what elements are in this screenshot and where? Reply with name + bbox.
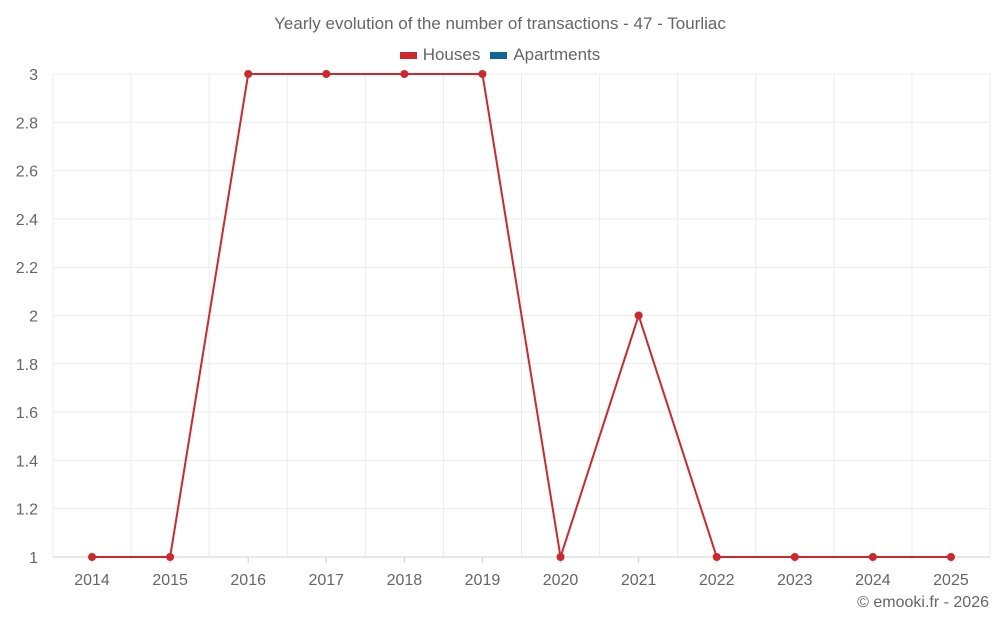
data-point — [478, 70, 487, 78]
data-point — [868, 553, 877, 561]
legend-item-houses[interactable]: Houses — [399, 45, 481, 65]
y-tick-label: 1.6 — [16, 405, 38, 422]
y-tick-label: 2.2 — [16, 260, 38, 277]
data-point — [712, 553, 721, 561]
series-line-houses — [92, 73, 951, 558]
y-tick-label: 1.8 — [16, 357, 38, 374]
x-tick-label: 2024 — [855, 572, 891, 589]
credit-text: © emooki.fr - 2026 — [857, 594, 989, 611]
y-tick-label: 2.6 — [16, 164, 38, 181]
legend-label-apartments: Apartments — [513, 45, 601, 64]
data-point — [946, 553, 955, 561]
y-tick-label: 3 — [29, 67, 38, 84]
series-layer — [88, 70, 955, 561]
x-tick-label: 2016 — [230, 572, 266, 589]
chart-title: Yearly evolution of the number of transa… — [274, 14, 726, 33]
data-point — [400, 70, 409, 78]
legend-swatch-houses — [399, 51, 417, 59]
data-point — [166, 553, 175, 561]
x-tick-label: 2025 — [933, 572, 969, 589]
x-tick-label: 2018 — [387, 572, 423, 589]
data-point — [88, 553, 97, 561]
x-axis: 2014 2015 2016 2017 2018 2019 2020 2021 2022 2023… — [53, 556, 990, 589]
legend-item-apartments[interactable]: Apartments — [490, 45, 600, 65]
chart-legend: Houses Apartments — [0, 45, 1000, 65]
y-tick-label: 2.8 — [16, 115, 38, 132]
y-tick-label: 2 — [29, 309, 38, 326]
y-tick-label: 1.2 — [16, 502, 38, 519]
y-tick-label: 1.4 — [16, 453, 38, 470]
y-tick-label: 2.4 — [16, 212, 38, 229]
data-point — [244, 70, 253, 78]
legend-swatch-apartments — [490, 51, 508, 59]
legend-label-houses: Houses — [422, 45, 481, 64]
x-tick-label: 2020 — [543, 572, 579, 589]
data-point — [634, 311, 643, 320]
x-tick-label: 2019 — [465, 572, 501, 589]
data-point — [556, 553, 565, 561]
x-tick-label: 2023 — [777, 572, 813, 589]
x-tick-label: 2014 — [74, 572, 110, 589]
x-tick-label: 2015 — [152, 572, 188, 589]
data-point — [790, 553, 799, 561]
data-point — [322, 70, 331, 78]
x-tick-label: 2022 — [699, 572, 735, 589]
x-tick-label: 2021 — [621, 572, 657, 589]
y-axis: 1 1.2 1.4 1.6 1.8 2 2.2 2.4 2.6 2.8 3 — [16, 67, 38, 567]
x-tick-label: 2017 — [308, 572, 344, 589]
y-tick-label: 1 — [29, 550, 38, 567]
